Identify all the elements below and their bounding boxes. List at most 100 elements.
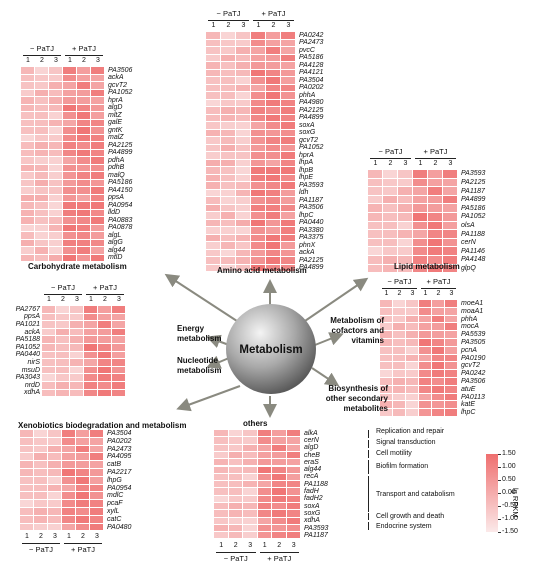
heatmap-cell — [206, 219, 221, 227]
gene-label: PA1052 — [15, 343, 40, 351]
gene-label: galE — [108, 119, 123, 127]
heatmap-cell — [48, 461, 62, 469]
group-label-plus: + PaTJ — [267, 553, 292, 563]
gene-label: PA5188 — [15, 336, 40, 344]
heatmap-cell — [266, 227, 281, 235]
gene-label: PA0113 — [461, 393, 485, 401]
gene-label: lhpE — [299, 174, 314, 182]
heatmap-cell — [84, 382, 98, 390]
gene-label: PA3506 — [299, 204, 324, 212]
heatmap-cell — [35, 224, 49, 232]
heatmap-cell — [42, 382, 56, 390]
heatmap-cell — [368, 221, 383, 231]
heatmap-cell — [272, 481, 287, 489]
heatmap-cell — [413, 238, 428, 248]
legend-tick-label: 1.00 — [502, 463, 516, 470]
heatmap-cell — [77, 209, 91, 217]
heatmap-cell — [443, 256, 458, 265]
heatmap-cell — [266, 92, 281, 100]
heatmap-cell — [21, 239, 35, 247]
heatmap-cell — [221, 39, 236, 47]
heatmap-cell — [77, 194, 91, 202]
heatmap-cell — [236, 174, 251, 182]
heatmap-cell — [98, 313, 112, 322]
heatmap-cell — [63, 142, 77, 150]
heatmap-cell — [251, 62, 266, 70]
heatmap-cell — [221, 129, 236, 137]
heatmap-cell — [35, 164, 49, 172]
heatmap-cell — [34, 445, 48, 454]
heatmap-cell — [251, 114, 266, 122]
column-label: 3 — [117, 296, 121, 303]
heatmap-cell — [21, 247, 35, 255]
heatmap-cell — [20, 508, 34, 516]
heatmap-cell — [49, 172, 63, 180]
heatmap-cell — [98, 344, 112, 352]
heatmap-cell — [35, 112, 49, 120]
heatmap-cell — [251, 84, 266, 92]
heatmap-cell — [443, 247, 458, 256]
heatmap-cell — [251, 182, 266, 190]
heatmap-cell — [77, 217, 91, 225]
heatmap-cell — [206, 62, 221, 70]
heatmap-cell — [91, 82, 105, 90]
gene-label: xdhA — [304, 517, 320, 525]
heatmap-cell — [63, 89, 77, 97]
heatmap-cell — [76, 445, 90, 454]
heatmap-cell — [281, 69, 296, 77]
heatmap-cell — [34, 492, 48, 501]
group-label-plus: + PaTJ — [261, 9, 286, 18]
heatmap-cell — [21, 82, 35, 90]
heatmap-cell — [228, 473, 243, 482]
heatmap-cell — [63, 179, 77, 187]
gene-label: PA2125 — [461, 178, 486, 186]
heatmap-cell — [266, 39, 281, 47]
heatmap-cell — [243, 473, 258, 482]
gene-label: PA5186 — [108, 179, 133, 187]
heatmap-cell — [380, 315, 393, 324]
heatmap-cell — [406, 362, 419, 371]
gene-label: PA3506 — [461, 377, 486, 385]
legend-tick-label: 0.00 — [502, 489, 516, 496]
heatmap-cell — [286, 488, 301, 496]
heatmap-cell — [20, 523, 34, 532]
heatmap-cell — [236, 114, 251, 122]
heatmap-cell — [368, 195, 383, 205]
heatmap-cell — [413, 213, 428, 222]
gene-label: nirS — [27, 359, 40, 366]
heatmap-cell — [63, 217, 77, 225]
heatmap-cell — [221, 92, 236, 100]
heatmap-cell — [398, 204, 413, 213]
heatmap-cell — [281, 122, 296, 130]
gene-label: PA4980 — [299, 99, 324, 107]
heatmap-cell — [70, 382, 84, 390]
others-bracket-5 — [368, 476, 369, 512]
heatmap-cell — [251, 152, 266, 160]
cat-endocrine: Endocrine system — [376, 523, 432, 530]
heatmap-cell — [42, 328, 56, 337]
heatmap-cell — [406, 409, 419, 417]
heatmap-cell — [281, 219, 296, 227]
heatmap-cell — [49, 179, 63, 187]
group-label-minus: − PaTJ — [30, 44, 54, 53]
column-label: 3 — [75, 296, 79, 303]
heatmap-cell — [257, 430, 272, 438]
heatmap-cell — [214, 444, 229, 452]
heatmap-cell — [77, 254, 91, 262]
heatmap-cell — [206, 204, 221, 212]
gene-label: gcvT2 — [461, 362, 481, 370]
heatmap-cell — [221, 62, 236, 70]
heatmap-cell — [56, 389, 70, 398]
heatmap-cell — [91, 224, 105, 232]
heatmap-cell — [281, 99, 296, 107]
heatmap-cell — [443, 178, 458, 188]
heatmap-cell — [48, 437, 62, 446]
heatmap-cell — [84, 328, 98, 337]
heatmap-cell — [35, 74, 49, 82]
heatmap-cell — [243, 488, 258, 496]
heatmap-cell — [20, 500, 34, 508]
heatmap-cell — [206, 99, 221, 107]
heatmap-cell — [413, 178, 428, 188]
heatmap-cell — [398, 247, 413, 256]
heatmap-cell — [413, 187, 428, 196]
